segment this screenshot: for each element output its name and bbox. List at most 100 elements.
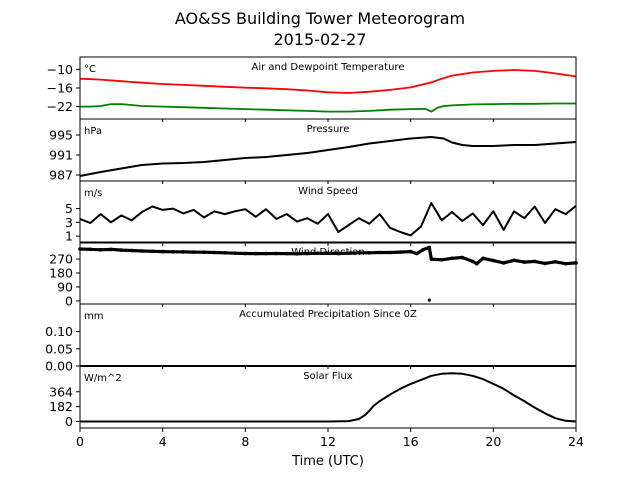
x-tick-label-3: 12 — [320, 434, 336, 449]
pressure-title: Pressure — [307, 124, 350, 135]
wind-speed-ytick-label-2: 1 — [65, 229, 73, 244]
wind-direction-point-6 — [140, 249, 144, 253]
wind-direction-point-35 — [427, 245, 432, 250]
wind-direction-point-25 — [336, 251, 341, 256]
temperature-title: Air and Dewpoint Temperature — [252, 62, 405, 73]
pressure-ytick-label-2: 987 — [49, 168, 73, 183]
wind-direction-point-46 — [522, 260, 527, 264]
pressure-series-0 — [79, 136, 577, 177]
wind-direction-point-4 — [119, 248, 124, 252]
wind-direction-point-38 — [450, 256, 454, 261]
precipitation-unit-label: mm — [84, 311, 103, 322]
wind-direction-point-50 — [563, 261, 568, 266]
wind-direction-ytick-label-3: 0 — [65, 293, 73, 308]
wind-direction-title: Wind Direction — [291, 247, 365, 258]
wind-direction-point-23 — [315, 251, 320, 256]
wind-direction-point-8 — [160, 249, 165, 254]
temperature-ytick-label-1: −16 — [47, 81, 73, 96]
wind-direction-point-18 — [264, 251, 268, 256]
wind-direction-point-32 — [408, 249, 413, 254]
x-tick-label-4: 16 — [403, 434, 419, 449]
solar-flux-series-0 — [80, 372, 577, 423]
x-tick-label-5: 20 — [485, 434, 501, 449]
solar-flux-unit-label: W/m^2 — [84, 373, 122, 384]
pressure-panel: 995 991 987 hPa Pressure — [49, 118, 577, 184]
temperature-series-1 — [80, 102, 576, 113]
precipitation-title: Accumulated Precipitation Since 0Z — [239, 309, 417, 320]
wind-direction-point-36 — [429, 257, 434, 261]
wind-direction-point-27 — [357, 251, 361, 255]
wind-direction-point-1 — [88, 247, 93, 252]
wind-direction-point-13 — [212, 250, 217, 255]
wind-direction-point-39 — [460, 255, 465, 260]
temperature-series-0 — [79, 69, 577, 94]
pressure-unit-label: hPa — [84, 126, 102, 137]
wind-speed-series-0 — [79, 202, 577, 237]
wind-direction-point-47 — [532, 259, 537, 264]
wind-direction-point-26 — [346, 251, 351, 255]
x-tick-label-1: 4 — [159, 434, 167, 449]
wind-speed-ytick-label-0: 5 — [65, 201, 73, 216]
figure-title: AO&SS Building Tower Meteorogram — [175, 9, 465, 28]
wind-speed-panel: 531 m/s Wind Speed — [65, 180, 577, 246]
precipitation-ytick-label-2: 0.00 — [45, 359, 73, 374]
wind-direction-outlier-point — [427, 298, 431, 302]
wind-direction-point-34 — [421, 248, 425, 252]
x-tick-label-2: 8 — [241, 434, 249, 449]
temperature-ytick-label-2: −22 — [47, 99, 73, 114]
wind-direction-point-15 — [233, 251, 237, 255]
wind-speed-ytick-label-1: 3 — [65, 215, 73, 230]
wind-direction-point-10 — [181, 250, 186, 254]
wind-direction-point-3 — [109, 247, 113, 252]
precipitation-ytick-label-1: 0.05 — [45, 341, 73, 356]
wind-speed-unit-label: m/s — [84, 188, 102, 199]
wind-direction-point-45 — [512, 258, 516, 263]
wind-direction-point-40 — [470, 259, 475, 264]
solar-flux-ytick-label-0: 364 — [49, 384, 73, 399]
x-tick-label-0: 0 — [76, 434, 84, 449]
wind-direction-ytick-label-2: 90 — [57, 279, 73, 294]
wind-direction-ytick-label-1: 180 — [49, 266, 73, 281]
wind-direction-point-22 — [305, 251, 310, 256]
wind-direction-point-43 — [491, 258, 496, 263]
wind-direction-point-42 — [481, 256, 485, 261]
wind-direction-point-37 — [439, 258, 444, 262]
wind-direction-point-30 — [388, 250, 392, 255]
wind-direction-point-7 — [150, 249, 155, 254]
wind-direction-point-19 — [274, 251, 279, 256]
wind-direction-point-16 — [243, 251, 248, 256]
wind-direction-point-14 — [222, 251, 227, 255]
solar-flux-title: Solar Flux — [303, 371, 353, 382]
wind-direction-point-29 — [377, 250, 382, 255]
wind-direction-point-28 — [367, 251, 372, 255]
temperature-panel: −10 −16 −22 °C Air and Dewpoint Temperature — [47, 56, 577, 122]
wind-direction-point-31 — [398, 250, 403, 254]
x-tick-label-6: 24 — [568, 434, 584, 449]
wind-direction-point-33 — [415, 251, 419, 256]
wind-direction-point-12 — [202, 250, 206, 254]
wind-direction-point-2 — [98, 248, 103, 252]
temperature-unit-label: °C — [84, 64, 96, 75]
wind-speed-title: Wind Speed — [298, 186, 358, 197]
wind-direction-point-5 — [129, 248, 134, 253]
temperature-ytick-label-0: −10 — [47, 62, 73, 77]
wind-direction-point-44 — [501, 261, 506, 265]
wind-direction-point-20 — [284, 251, 289, 256]
wind-direction-ytick-label-0: 270 — [49, 252, 73, 267]
solar-flux-ytick-label-2: 0 — [65, 414, 73, 429]
x-axis-label: Time (UTC) — [291, 454, 364, 469]
precipitation-panel: 0.10 0.05 0.00 mm Accumulated Precipitation … — [45, 303, 577, 374]
solar-flux-ytick-label-1: 182 — [49, 399, 73, 414]
wind-direction-point-17 — [253, 251, 258, 256]
wind-direction-point-21 — [295, 252, 299, 256]
wind-direction-point-48 — [543, 261, 547, 266]
wind-direction-point-9 — [171, 250, 175, 254]
figure-date: 2015-02-27 — [274, 30, 367, 49]
pressure-ytick-label-0: 995 — [49, 128, 73, 143]
wind-direction-point-24 — [326, 251, 330, 255]
wind-direction-point-41 — [475, 261, 479, 266]
wind-direction-point-11 — [191, 250, 196, 254]
